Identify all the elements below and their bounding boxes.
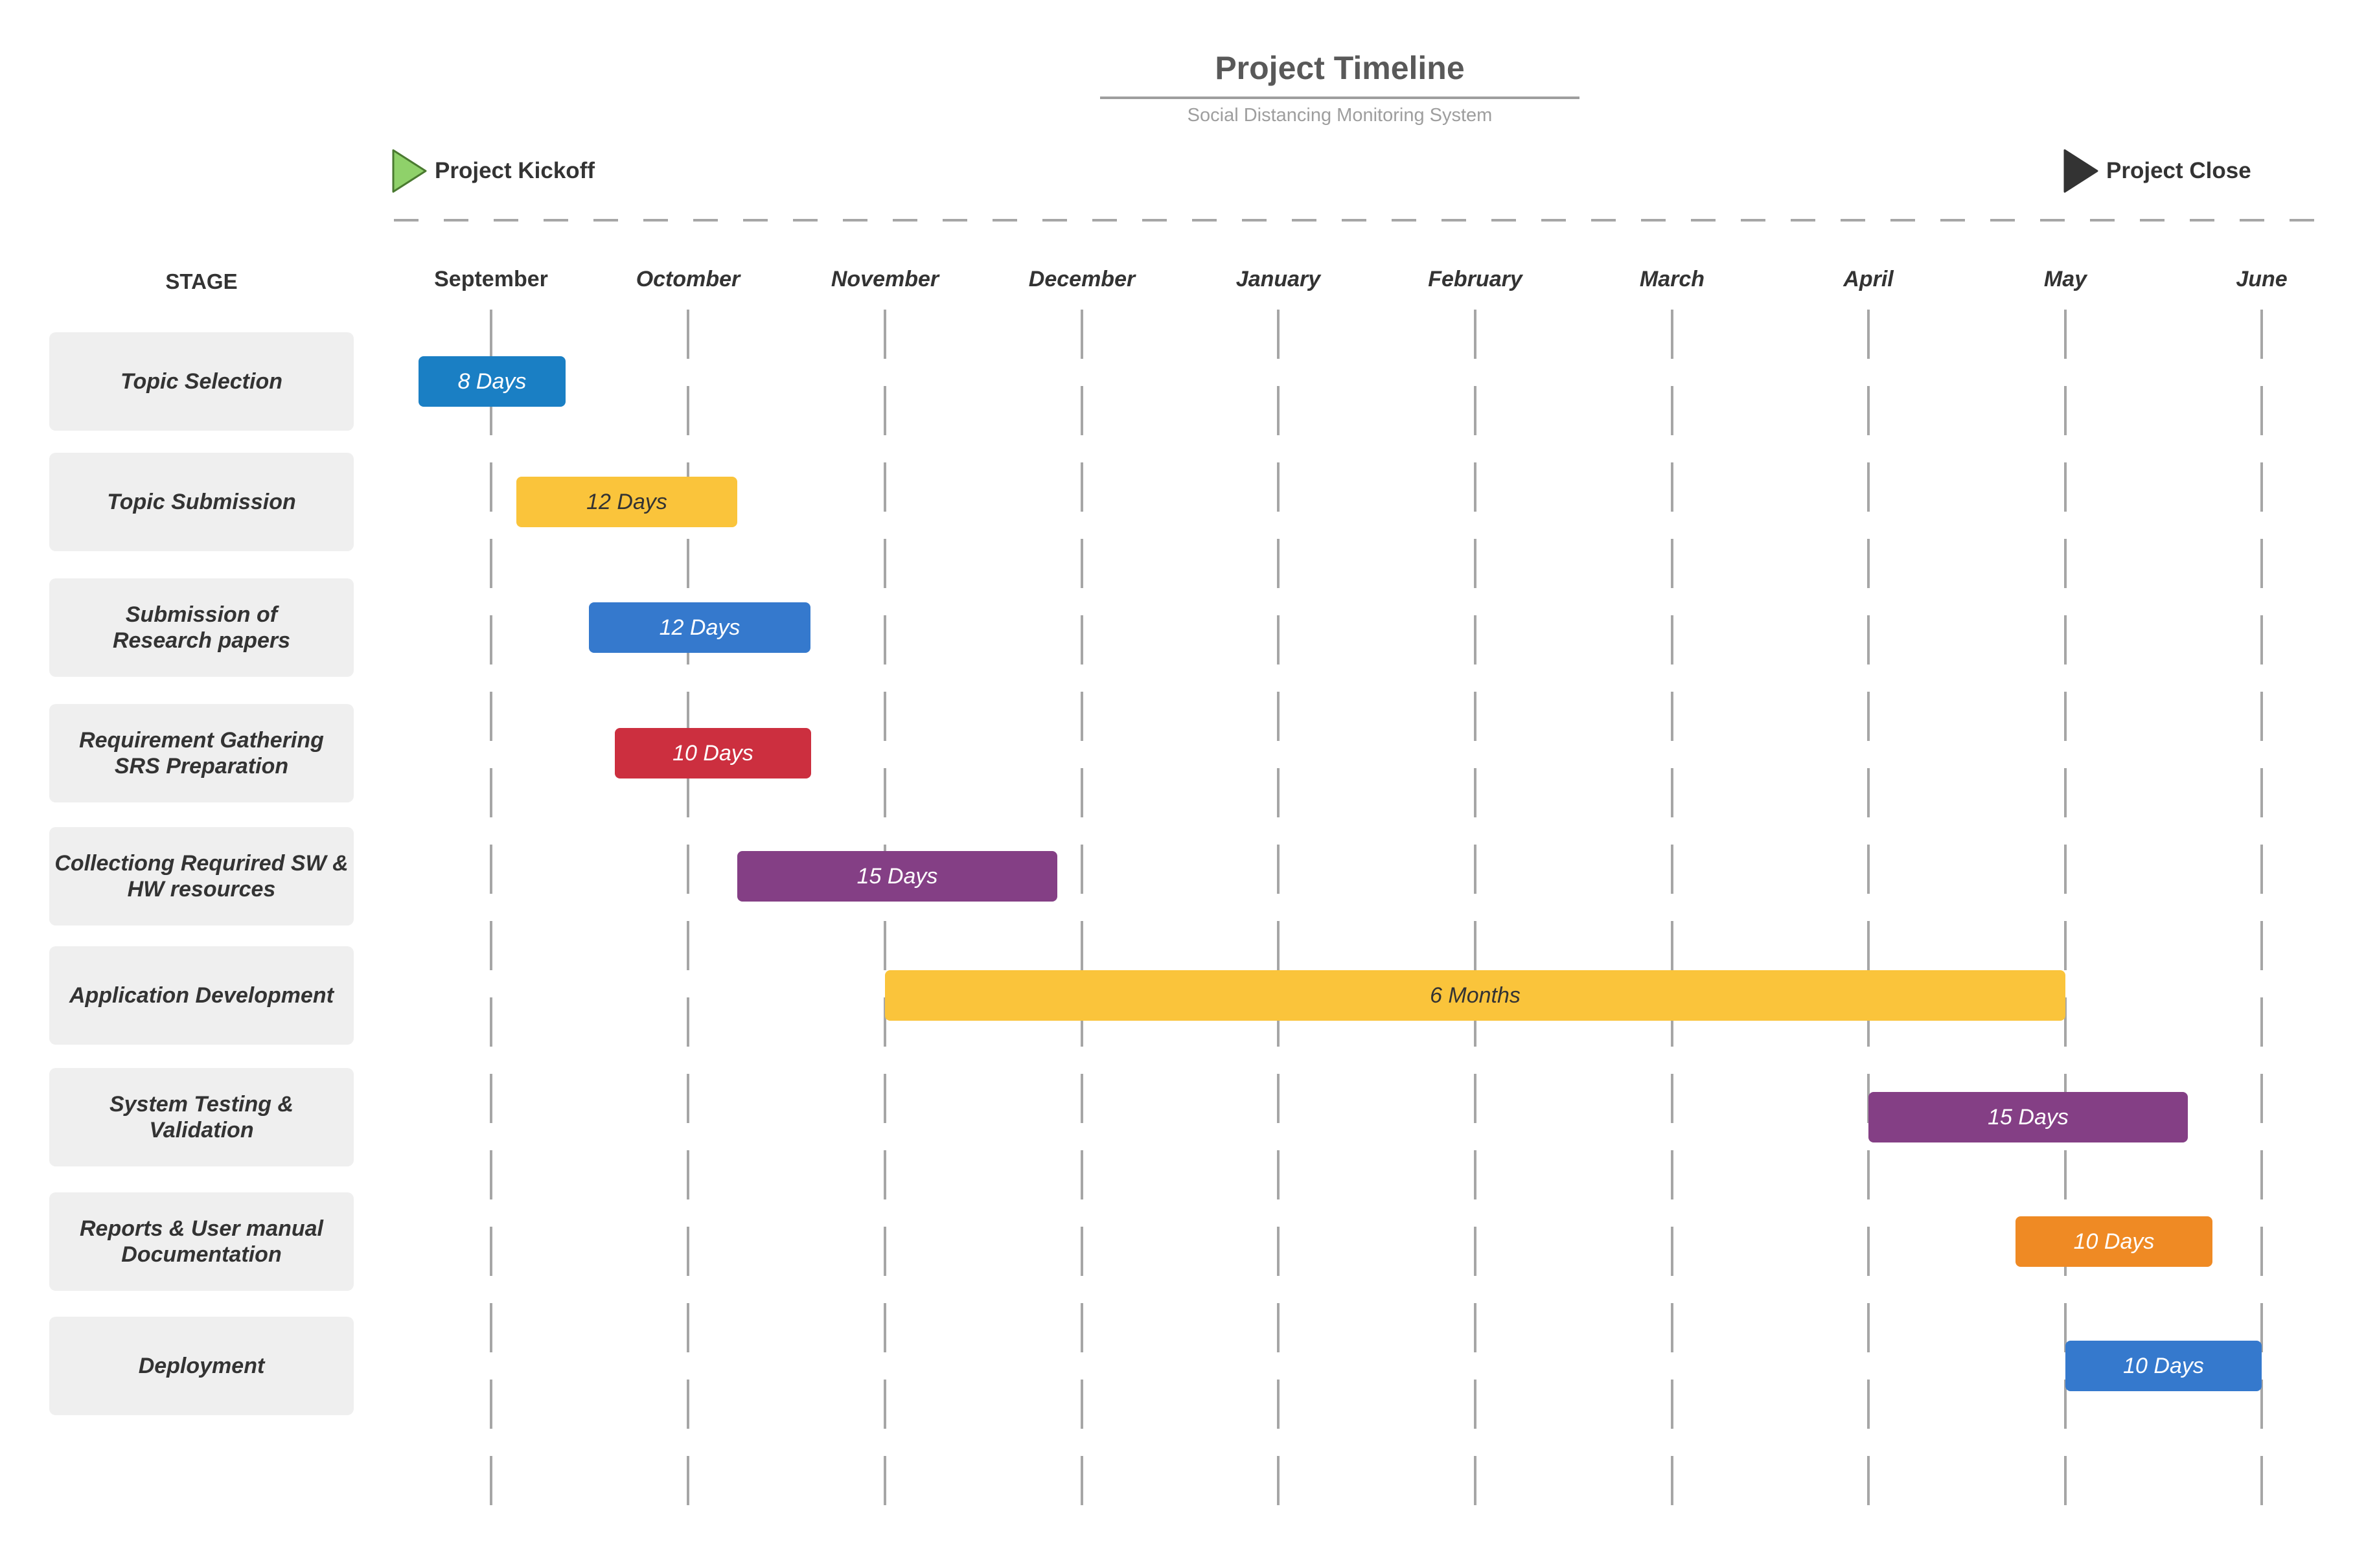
duration-bar: 15 Days: [737, 851, 1057, 902]
month-gridline: [1277, 310, 1280, 1508]
duration-bar: 12 Days: [589, 602, 810, 653]
month-gridline: [2260, 310, 2263, 1508]
stage-label: Requirement Gathering SRS Preparation: [79, 728, 324, 778]
duration-bar: 6 Months: [885, 970, 2065, 1021]
month-gridline: [1671, 310, 1673, 1508]
stage-label: Deployment: [138, 1354, 265, 1378]
duration-bar: 12 Days: [516, 477, 737, 527]
stage-label: Submission of Research papers: [112, 602, 291, 653]
month-gridline: [1474, 310, 1476, 1508]
month-label-octomber: Octomber: [636, 267, 741, 291]
month-label-september: September: [434, 267, 548, 291]
month-label-may: May: [2043, 267, 2087, 291]
month-gridline: [490, 310, 492, 1508]
duration-label: 10 Days: [2073, 1229, 2155, 1254]
stage-box: Requirement Gathering SRS Preparation: [49, 704, 354, 802]
duration-label: 12 Days: [586, 489, 667, 514]
chart-subtitle: Social Distancing Monitoring System: [1187, 105, 1493, 126]
month-gridline: [884, 310, 886, 1508]
project-kickoff-label: Project Kickoff: [435, 158, 595, 183]
project-close-label: Project Close: [2106, 158, 2251, 183]
duration-bar: 10 Days: [615, 728, 811, 778]
month-label-january: January: [1235, 267, 1321, 291]
stage-column-header: STAGE: [165, 269, 238, 293]
duration-label: 15 Days: [1988, 1104, 2069, 1130]
project-kickoff-milestone: Project Kickoff: [391, 148, 595, 194]
play-triangle-icon: [392, 149, 427, 193]
duration-bar: 10 Days: [2065, 1341, 2262, 1391]
timeline-dashed-line: [394, 219, 2337, 222]
stage-box: Topic Submission: [49, 453, 354, 551]
duration-label: 12 Days: [659, 615, 741, 640]
month-label-june: June: [2236, 267, 2288, 291]
stage-box: Topic Selection: [49, 332, 354, 431]
duration-label: 6 Months: [1430, 983, 1521, 1008]
month-label-december: December: [1028, 267, 1136, 291]
chart-title: Project Timeline: [1215, 50, 1465, 86]
month-gridline: [1867, 310, 1870, 1508]
stage-box: Application Development: [49, 946, 354, 1045]
stage-label: Topic Selection: [120, 369, 282, 394]
duration-bar: 10 Days: [2015, 1216, 2212, 1267]
month-gridline: [1081, 310, 1083, 1508]
stage-box: Collectiong Requrired SW & HW resources: [49, 827, 354, 926]
stage-label: Topic Submission: [107, 490, 296, 514]
stage-box: Submission of Research papers: [49, 578, 354, 677]
stage-box: Reports & User manual Documentation: [49, 1192, 354, 1291]
stage-box: Deployment: [49, 1317, 354, 1415]
month-label-april: April: [1843, 267, 1894, 291]
title-underline: [1100, 97, 1579, 99]
duration-label: 8 Days: [457, 369, 527, 394]
month-label-november: November: [831, 267, 939, 291]
month-label-february: February: [1428, 267, 1522, 291]
play-triangle-icon: [2063, 149, 2098, 193]
stage-label: Application Development: [69, 983, 334, 1008]
month-gridline: [687, 310, 689, 1508]
project-close-milestone: Project Close: [2062, 148, 2251, 194]
duration-bar: 15 Days: [1868, 1092, 2188, 1142]
duration-label: 10 Days: [672, 740, 753, 766]
stage-label: Collectiong Requrired SW & HW resources: [54, 851, 349, 902]
duration-label: 15 Days: [856, 863, 938, 889]
month-label-march: March: [1639, 267, 1705, 291]
stage-box: System Testing & Validation: [49, 1068, 354, 1166]
month-gridline: [2064, 310, 2067, 1508]
duration-label: 10 Days: [2123, 1353, 2204, 1378]
duration-bar: 8 Days: [419, 356, 566, 407]
stage-label: Reports & User manual Documentation: [80, 1216, 323, 1267]
stage-label: System Testing & Validation: [109, 1092, 294, 1142]
